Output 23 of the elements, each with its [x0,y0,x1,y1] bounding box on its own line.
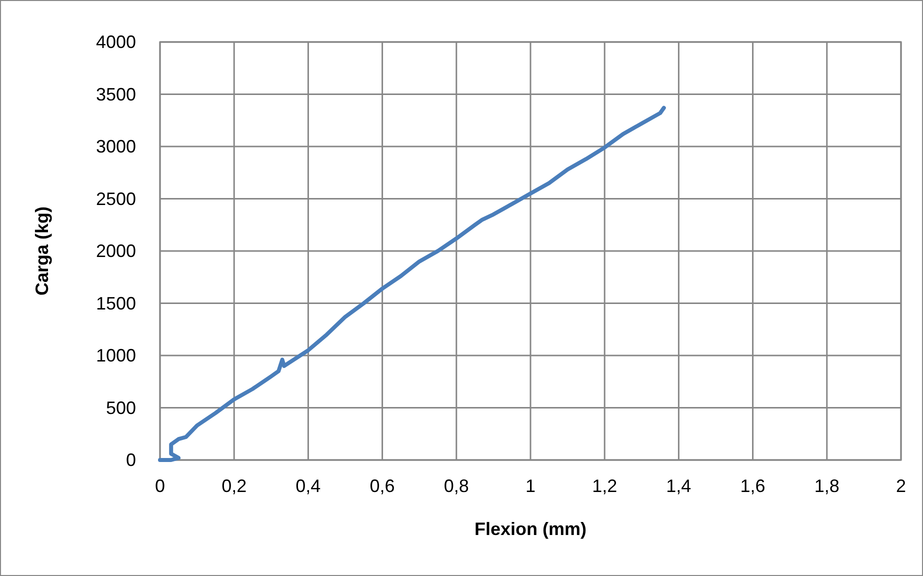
y-tick-label: 500 [106,398,136,418]
x-tick-label: 0 [154,476,166,496]
y-axis-title: Carga (kg) [32,206,52,296]
y-tick-label: 1500 [96,293,136,314]
x-tick-label: 1,4 [666,476,692,496]
y-tick-label: 3000 [96,136,136,156]
x-tick-label: 0,8 [444,476,469,496]
x-tick-label: 0,6 [370,476,395,496]
x-axis-title: Flexion (mm) [474,519,587,539]
x-tick-label: 1,6 [740,476,766,496]
y-tick-label: 1000 [96,346,136,366]
y-tick-label: 2000 [96,241,136,261]
x-tick-label: 0,2 [222,476,247,496]
x-tick-label: 1,8 [814,476,840,496]
y-tick-label: 0 [126,450,136,470]
y-tick-label: 4000 [96,32,136,52]
y-tick-label: 3500 [96,84,136,104]
x-tick-label: 1,2 [592,476,618,496]
y-tick-label: 2500 [96,188,136,209]
x-tick-label: 1 [525,476,536,496]
x-tick-label: 2 [896,476,906,496]
line-series [158,106,666,462]
x-tick-label: 0,4 [296,476,321,496]
